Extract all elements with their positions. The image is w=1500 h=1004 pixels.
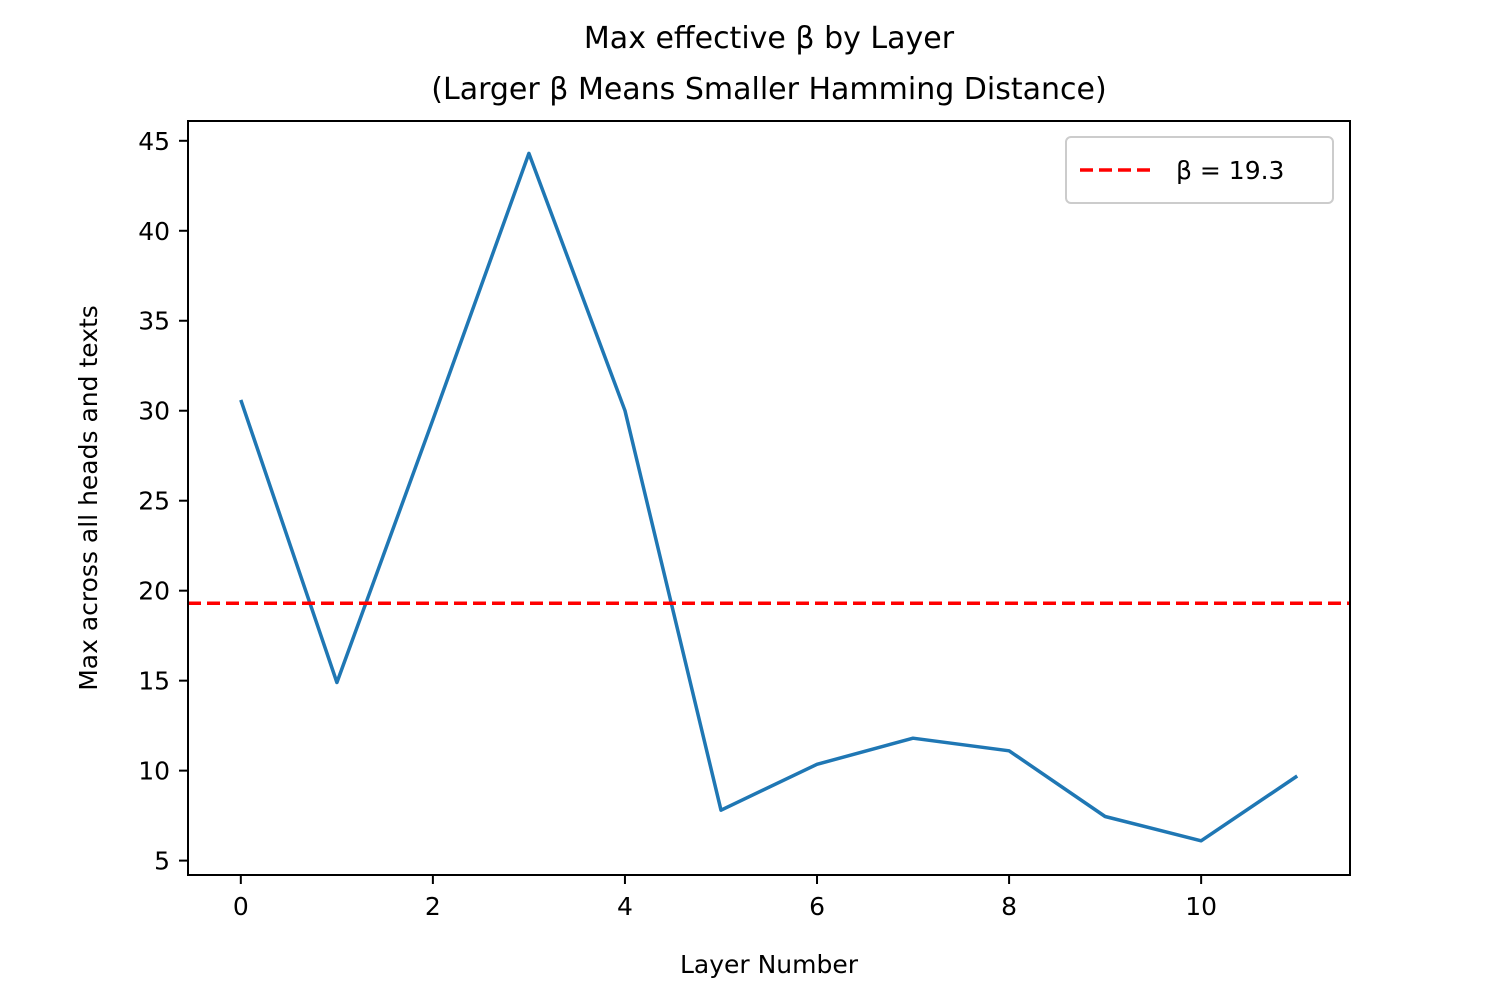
- y-tick-label: 20: [138, 577, 170, 606]
- x-tick-label: 8: [1001, 892, 1017, 921]
- x-axis: 0 2 4 6 8 10: [233, 875, 1217, 921]
- y-axis-label: Max across all heads and texts: [74, 305, 103, 691]
- chart-title: Max effective β by Layer: [584, 21, 955, 56]
- y-tick-label: 40: [138, 217, 170, 246]
- y-tick-label: 35: [138, 307, 170, 336]
- y-tick-label: 5: [154, 847, 170, 876]
- x-tick-label: 2: [425, 892, 441, 921]
- series-line-0: [239, 151, 1299, 843]
- y-tick-label: 45: [138, 127, 170, 156]
- legend-frame: [1065, 136, 1334, 204]
- legend: β = 19.3: [1065, 136, 1334, 204]
- chart-subtitle: (Larger β Means Smaller Hamming Distance…: [431, 72, 1106, 107]
- x-tick-label: 6: [809, 892, 825, 921]
- y-tick-label: 25: [138, 487, 170, 516]
- plot-area: [187, 120, 1351, 876]
- y-tick-label: 15: [138, 667, 170, 696]
- y-axis: 5 10 15 20 25 30 35 40 45: [138, 127, 188, 876]
- plot-frame: [187, 120, 1351, 876]
- x-axis-label: Layer Number: [680, 950, 859, 979]
- x-tick-label: 0: [233, 892, 249, 921]
- legend-label: β = 19.3: [1176, 156, 1284, 185]
- y-tick-label: 10: [138, 757, 170, 786]
- x-tick-label: 4: [617, 892, 633, 921]
- x-tick-label: 10: [1185, 892, 1217, 921]
- y-tick-label: 30: [138, 397, 170, 426]
